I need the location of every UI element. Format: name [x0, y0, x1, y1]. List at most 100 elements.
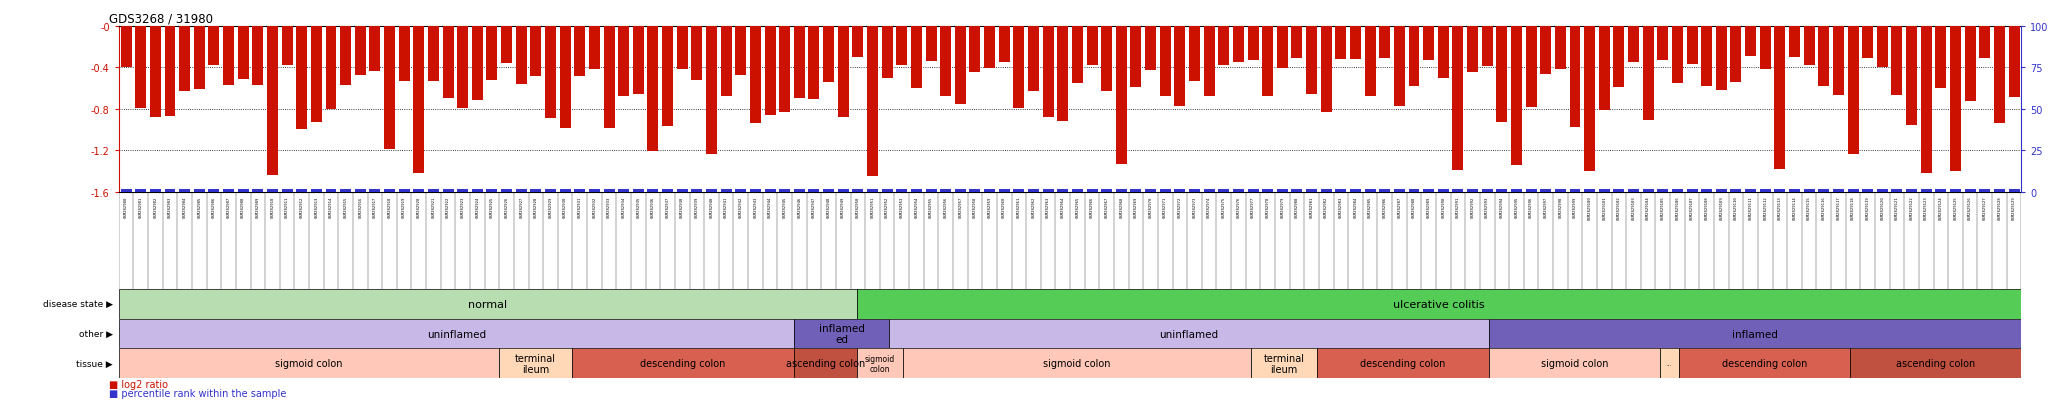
- Text: ■ percentile rank within the sample: ■ percentile rank within the sample: [109, 388, 287, 398]
- Bar: [1409, 27, 1419, 86]
- Bar: [1438, 27, 1448, 78]
- Bar: [1116, 190, 1126, 192]
- Bar: [1907, 27, 1917, 125]
- Bar: [326, 190, 336, 192]
- Text: GSM282977: GSM282977: [1251, 196, 1255, 217]
- Text: sigmoid colon: sigmoid colon: [274, 358, 342, 368]
- Text: GSM282910: GSM282910: [270, 196, 274, 217]
- Text: GSM2829103: GSM2829103: [1632, 196, 1636, 220]
- Bar: [1702, 190, 1712, 192]
- Text: GSM2829128: GSM2829128: [1997, 196, 2001, 220]
- Bar: [999, 27, 1010, 63]
- Bar: [209, 190, 219, 192]
- Bar: [1978, 27, 1991, 58]
- Bar: [692, 190, 702, 192]
- Text: inflamed: inflamed: [1733, 329, 1778, 339]
- Text: GSM2829118: GSM2829118: [1851, 196, 1855, 220]
- Text: uninflamed: uninflamed: [1159, 329, 1219, 339]
- Text: GSM282994: GSM282994: [1499, 196, 1503, 217]
- Bar: [778, 27, 791, 113]
- Text: GSM2829114: GSM2829114: [1792, 196, 1796, 220]
- Bar: [911, 27, 922, 89]
- Bar: [121, 190, 131, 192]
- Bar: [1671, 27, 1683, 84]
- Bar: [590, 27, 600, 69]
- Bar: [1087, 190, 1098, 192]
- Text: GSM282974: GSM282974: [1206, 196, 1210, 217]
- Bar: [1790, 190, 1800, 192]
- Bar: [856, 349, 903, 378]
- Text: GSM282917: GSM282917: [373, 196, 377, 217]
- Bar: [1978, 190, 1991, 192]
- Bar: [340, 190, 350, 192]
- Text: GSM282986: GSM282986: [1382, 196, 1386, 217]
- Text: GSM282952: GSM282952: [885, 196, 889, 217]
- Bar: [119, 289, 856, 319]
- Bar: [516, 190, 526, 192]
- Text: GSM282991: GSM282991: [1456, 196, 1460, 217]
- Text: GSM282940: GSM282940: [709, 196, 713, 217]
- Bar: [1935, 27, 1946, 89]
- Bar: [1804, 27, 1815, 66]
- Bar: [1679, 349, 1849, 378]
- Bar: [764, 190, 776, 192]
- Text: GSM282902: GSM282902: [154, 196, 158, 217]
- Text: GSM282961: GSM282961: [1018, 196, 1020, 217]
- Text: GSM282950: GSM282950: [856, 196, 860, 217]
- Bar: [571, 349, 795, 378]
- Bar: [1292, 27, 1303, 59]
- Text: GSM282960: GSM282960: [1001, 196, 1006, 217]
- Text: GSM282912: GSM282912: [299, 196, 303, 217]
- Text: GSM282976: GSM282976: [1237, 196, 1241, 217]
- Bar: [1892, 190, 1903, 192]
- Text: GSM282938: GSM282938: [680, 196, 684, 217]
- Text: GSM2829119: GSM2829119: [1866, 196, 1870, 220]
- Bar: [1847, 190, 1858, 192]
- Bar: [1466, 27, 1479, 73]
- Bar: [252, 190, 264, 192]
- Text: GSM282944: GSM282944: [768, 196, 772, 217]
- Text: GSM282958: GSM282958: [973, 196, 977, 217]
- Bar: [1790, 27, 1800, 57]
- Bar: [1526, 190, 1536, 192]
- Bar: [1628, 27, 1638, 63]
- Text: ascending colon: ascending colon: [1896, 358, 1976, 368]
- Text: GSM282985: GSM282985: [1368, 196, 1372, 217]
- Bar: [326, 27, 336, 110]
- Bar: [856, 289, 2021, 319]
- Text: GSM282979: GSM282979: [1280, 196, 1284, 217]
- Bar: [502, 27, 512, 63]
- Bar: [676, 27, 688, 70]
- Bar: [985, 27, 995, 69]
- Bar: [1659, 349, 1679, 378]
- Bar: [1731, 27, 1741, 82]
- Bar: [1921, 190, 1931, 192]
- Bar: [1847, 27, 1858, 154]
- Text: GSM2829108: GSM2829108: [1704, 196, 1708, 220]
- Text: GSM282935: GSM282935: [637, 196, 641, 217]
- Text: GDS3268 / 31980: GDS3268 / 31980: [109, 12, 213, 25]
- Text: sigmoid colon: sigmoid colon: [1042, 358, 1110, 368]
- Text: GSM2829107: GSM2829107: [1690, 196, 1694, 220]
- Text: GSM2829116: GSM2829116: [1823, 196, 1827, 220]
- Text: GSM282925: GSM282925: [489, 196, 494, 217]
- Bar: [1819, 27, 1829, 86]
- Text: sigmoid
colon: sigmoid colon: [864, 354, 895, 373]
- Bar: [559, 27, 571, 128]
- Bar: [414, 27, 424, 173]
- Bar: [1876, 27, 1888, 68]
- Bar: [618, 27, 629, 97]
- Text: GSM282957: GSM282957: [958, 196, 963, 217]
- Bar: [266, 27, 279, 176]
- Text: GSM282947: GSM282947: [811, 196, 815, 217]
- Text: GSM282903: GSM282903: [168, 196, 172, 217]
- Text: GSM2829125: GSM2829125: [1954, 196, 1958, 220]
- Bar: [1102, 190, 1112, 192]
- Text: GSM282913: GSM282913: [313, 196, 317, 217]
- Text: GSM282980: GSM282980: [1294, 196, 1298, 217]
- Text: GSM282972: GSM282972: [1178, 196, 1182, 217]
- Text: ulcerative colitis: ulcerative colitis: [1393, 299, 1485, 309]
- Bar: [1071, 190, 1083, 192]
- Bar: [1219, 27, 1229, 66]
- Bar: [750, 27, 762, 123]
